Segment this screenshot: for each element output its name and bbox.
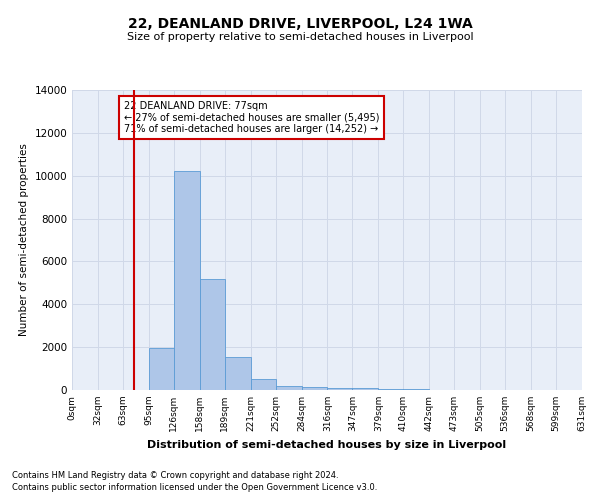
- Text: 22, DEANLAND DRIVE, LIVERPOOL, L24 1WA: 22, DEANLAND DRIVE, LIVERPOOL, L24 1WA: [128, 18, 472, 32]
- Bar: [200, 278, 225, 390]
- Text: Contains public sector information licensed under the Open Government Licence v3: Contains public sector information licen…: [12, 484, 377, 492]
- Bar: [174, 172, 200, 390]
- Bar: [328, 388, 352, 390]
- Bar: [251, 380, 275, 390]
- Bar: [302, 387, 328, 390]
- Bar: [379, 389, 403, 390]
- Bar: [149, 348, 174, 390]
- Y-axis label: Number of semi-detached properties: Number of semi-detached properties: [19, 144, 29, 336]
- Bar: [275, 386, 302, 390]
- X-axis label: Distribution of semi-detached houses by size in Liverpool: Distribution of semi-detached houses by …: [148, 440, 506, 450]
- Text: Size of property relative to semi-detached houses in Liverpool: Size of property relative to semi-detach…: [127, 32, 473, 42]
- Bar: [352, 388, 379, 390]
- Text: 22 DEANLAND DRIVE: 77sqm
← 27% of semi-detached houses are smaller (5,495)
71% o: 22 DEANLAND DRIVE: 77sqm ← 27% of semi-d…: [124, 100, 379, 134]
- Text: Contains HM Land Registry data © Crown copyright and database right 2024.: Contains HM Land Registry data © Crown c…: [12, 471, 338, 480]
- Bar: [225, 357, 251, 390]
